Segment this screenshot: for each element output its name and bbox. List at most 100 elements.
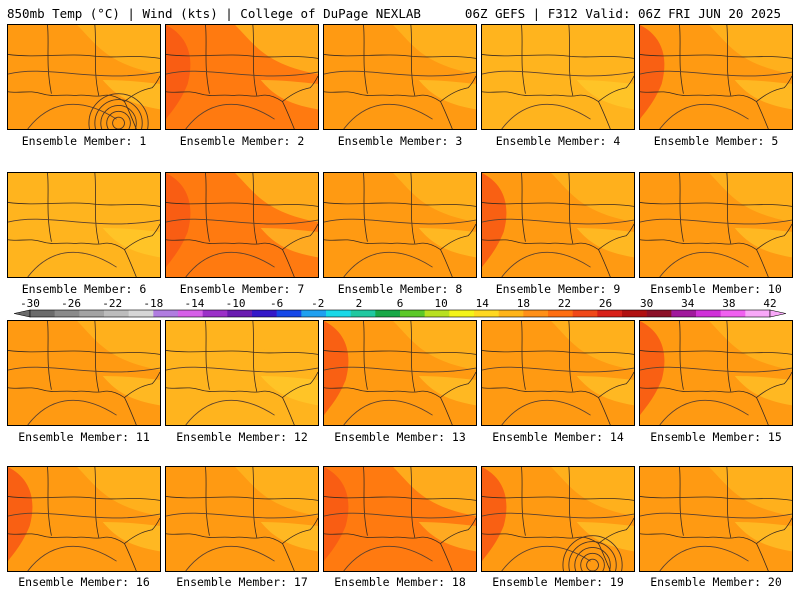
- colorbar-swatch: [326, 310, 351, 317]
- colorbar-swatch: [400, 310, 425, 317]
- colorbar-tick-label: 30: [640, 297, 653, 310]
- ensemble-member-label: Ensemble Member: 18: [334, 575, 466, 589]
- ensemble-member-label: Ensemble Member: 4: [495, 134, 621, 148]
- ensemble-panel: [639, 320, 793, 426]
- colorbar-swatch: [227, 310, 253, 317]
- ensemble-panel: [7, 320, 161, 426]
- ensemble-panel: [323, 466, 477, 572]
- ensemble-panel: [639, 466, 793, 572]
- ensemble-member-label: Ensemble Member: 2: [179, 134, 305, 148]
- colorbar-swatch: [572, 310, 598, 317]
- colorbar-swatch: [252, 310, 277, 317]
- ensemble-panel: [7, 24, 161, 130]
- ensemble-member-label: Ensemble Member: 1: [21, 134, 147, 148]
- colorbar-tick-label: 42: [763, 297, 776, 310]
- colorbar-swatch: [696, 310, 721, 317]
- temperature-map: [482, 467, 634, 571]
- ensemble-panel: [165, 466, 319, 572]
- colorbar-swatch: [104, 310, 129, 317]
- ensemble-member-label: Ensemble Member: 12: [176, 430, 308, 444]
- colorbar-swatch: [178, 310, 203, 317]
- colorbar-tick-label: -14: [185, 297, 205, 310]
- temperature-map: [324, 321, 476, 425]
- temperature-map: [640, 321, 792, 425]
- temperature-map: [482, 321, 634, 425]
- colorbar-swatch: [30, 310, 55, 317]
- colorbar-tick-label: -26: [61, 297, 81, 310]
- temperature-map: [8, 173, 160, 277]
- colorbar-swatch: [276, 310, 302, 317]
- ensemble-panel: [481, 172, 635, 278]
- temperature-map: [8, 25, 160, 129]
- colorbar-tick-label: -30: [20, 297, 40, 310]
- run-valid-time: 06Z GEFS | F312 Valid: 06Z FRI JUN 20 20…: [464, 6, 781, 21]
- temperature-map: [482, 173, 634, 277]
- colorbar-tick-label: 26: [599, 297, 612, 310]
- temperature-map: [8, 467, 160, 571]
- colorbar-swatch: [54, 310, 80, 317]
- colorbar-tick-label: -6: [270, 297, 283, 310]
- colorbar-swatch: [646, 310, 672, 317]
- colorbar-swatch: [597, 310, 623, 317]
- temperature-map: [640, 25, 792, 129]
- ensemble-panel: [165, 172, 319, 278]
- ensemble-member-label: Ensemble Member: 13: [334, 430, 466, 444]
- temperature-map: [166, 25, 318, 129]
- ensemble-member-label: Ensemble Member: 16: [18, 575, 150, 589]
- ensemble-member-label: Ensemble Member: 15: [650, 430, 782, 444]
- colorbar-swatch: [745, 310, 771, 317]
- ensemble-member-label: Ensemble Member: 17: [176, 575, 308, 589]
- temperature-map: [640, 467, 792, 571]
- ensemble-panel: [7, 172, 161, 278]
- colorbar-tick-label: 18: [517, 297, 530, 310]
- ensemble-member-label: Ensemble Member: 20: [650, 575, 782, 589]
- colorbar-tick-label: 10: [434, 297, 447, 310]
- ensemble-panel: [165, 24, 319, 130]
- ensemble-member-label: Ensemble Member: 6: [21, 282, 147, 296]
- ensemble-member-label: Ensemble Member: 19: [492, 575, 624, 589]
- colorbar-right-arrow: [769, 309, 786, 318]
- temperature-map: [166, 467, 318, 571]
- colorbar-tick-label: 38: [722, 297, 735, 310]
- temperature-map: [324, 25, 476, 129]
- temperature-map: [166, 173, 318, 277]
- colorbar-swatch: [128, 310, 154, 317]
- ensemble-member-label: Ensemble Member: 7: [179, 282, 305, 296]
- colorbar-swatch: [449, 310, 475, 317]
- colorbar-swatch: [474, 310, 499, 317]
- colorbar-tick-label: -2: [311, 297, 324, 310]
- colorbar-tick-label: 22: [558, 297, 571, 310]
- ensemble-panel: [165, 320, 319, 426]
- temperature-map: [324, 467, 476, 571]
- ensemble-member-label: Ensemble Member: 9: [495, 282, 621, 296]
- ensemble-panel: [481, 466, 635, 572]
- colorbar-swatch: [720, 310, 746, 317]
- colorbar-swatch: [350, 310, 376, 317]
- colorbar-tick-label: -22: [102, 297, 122, 310]
- chart-title: 850mb Temp (°C) | Wind (kts) | College o…: [7, 6, 421, 21]
- colorbar-tick-label: 14: [476, 297, 490, 310]
- temperature-map: [166, 321, 318, 425]
- ensemble-panel: [639, 172, 793, 278]
- colorbar-swatch: [301, 310, 327, 317]
- ensemble-panel: [7, 466, 161, 572]
- colorbar-left-arrow: [14, 309, 31, 318]
- colorbar-swatch: [375, 310, 401, 317]
- colorbar-swatch: [671, 310, 697, 317]
- ensemble-panel: [323, 24, 477, 130]
- temperature-map: [8, 321, 160, 425]
- colorbar-swatch: [498, 310, 524, 317]
- colorbar-swatch: [622, 310, 647, 317]
- ensemble-member-label: Ensemble Member: 5: [653, 134, 779, 148]
- colorbar-tick-label: 34: [681, 297, 695, 310]
- colorbar-swatch: [548, 310, 573, 317]
- colorbar-tick-label: -18: [143, 297, 163, 310]
- colorbar-tick-label: -10: [226, 297, 246, 310]
- temperature-colorbar: -30 -26 -22 -18 -14 -10 -6 -2 2 6 10 14 18 22 26 30 34 38…: [14, 296, 786, 322]
- ensemble-panel: [323, 320, 477, 426]
- ensemble-panel: [481, 24, 635, 130]
- colorbar-tick-label: 6: [397, 297, 404, 310]
- ensemble-member-label: Ensemble Member: 11: [18, 430, 150, 444]
- colorbar-tick-label: 2: [356, 297, 363, 310]
- temperature-map: [324, 173, 476, 277]
